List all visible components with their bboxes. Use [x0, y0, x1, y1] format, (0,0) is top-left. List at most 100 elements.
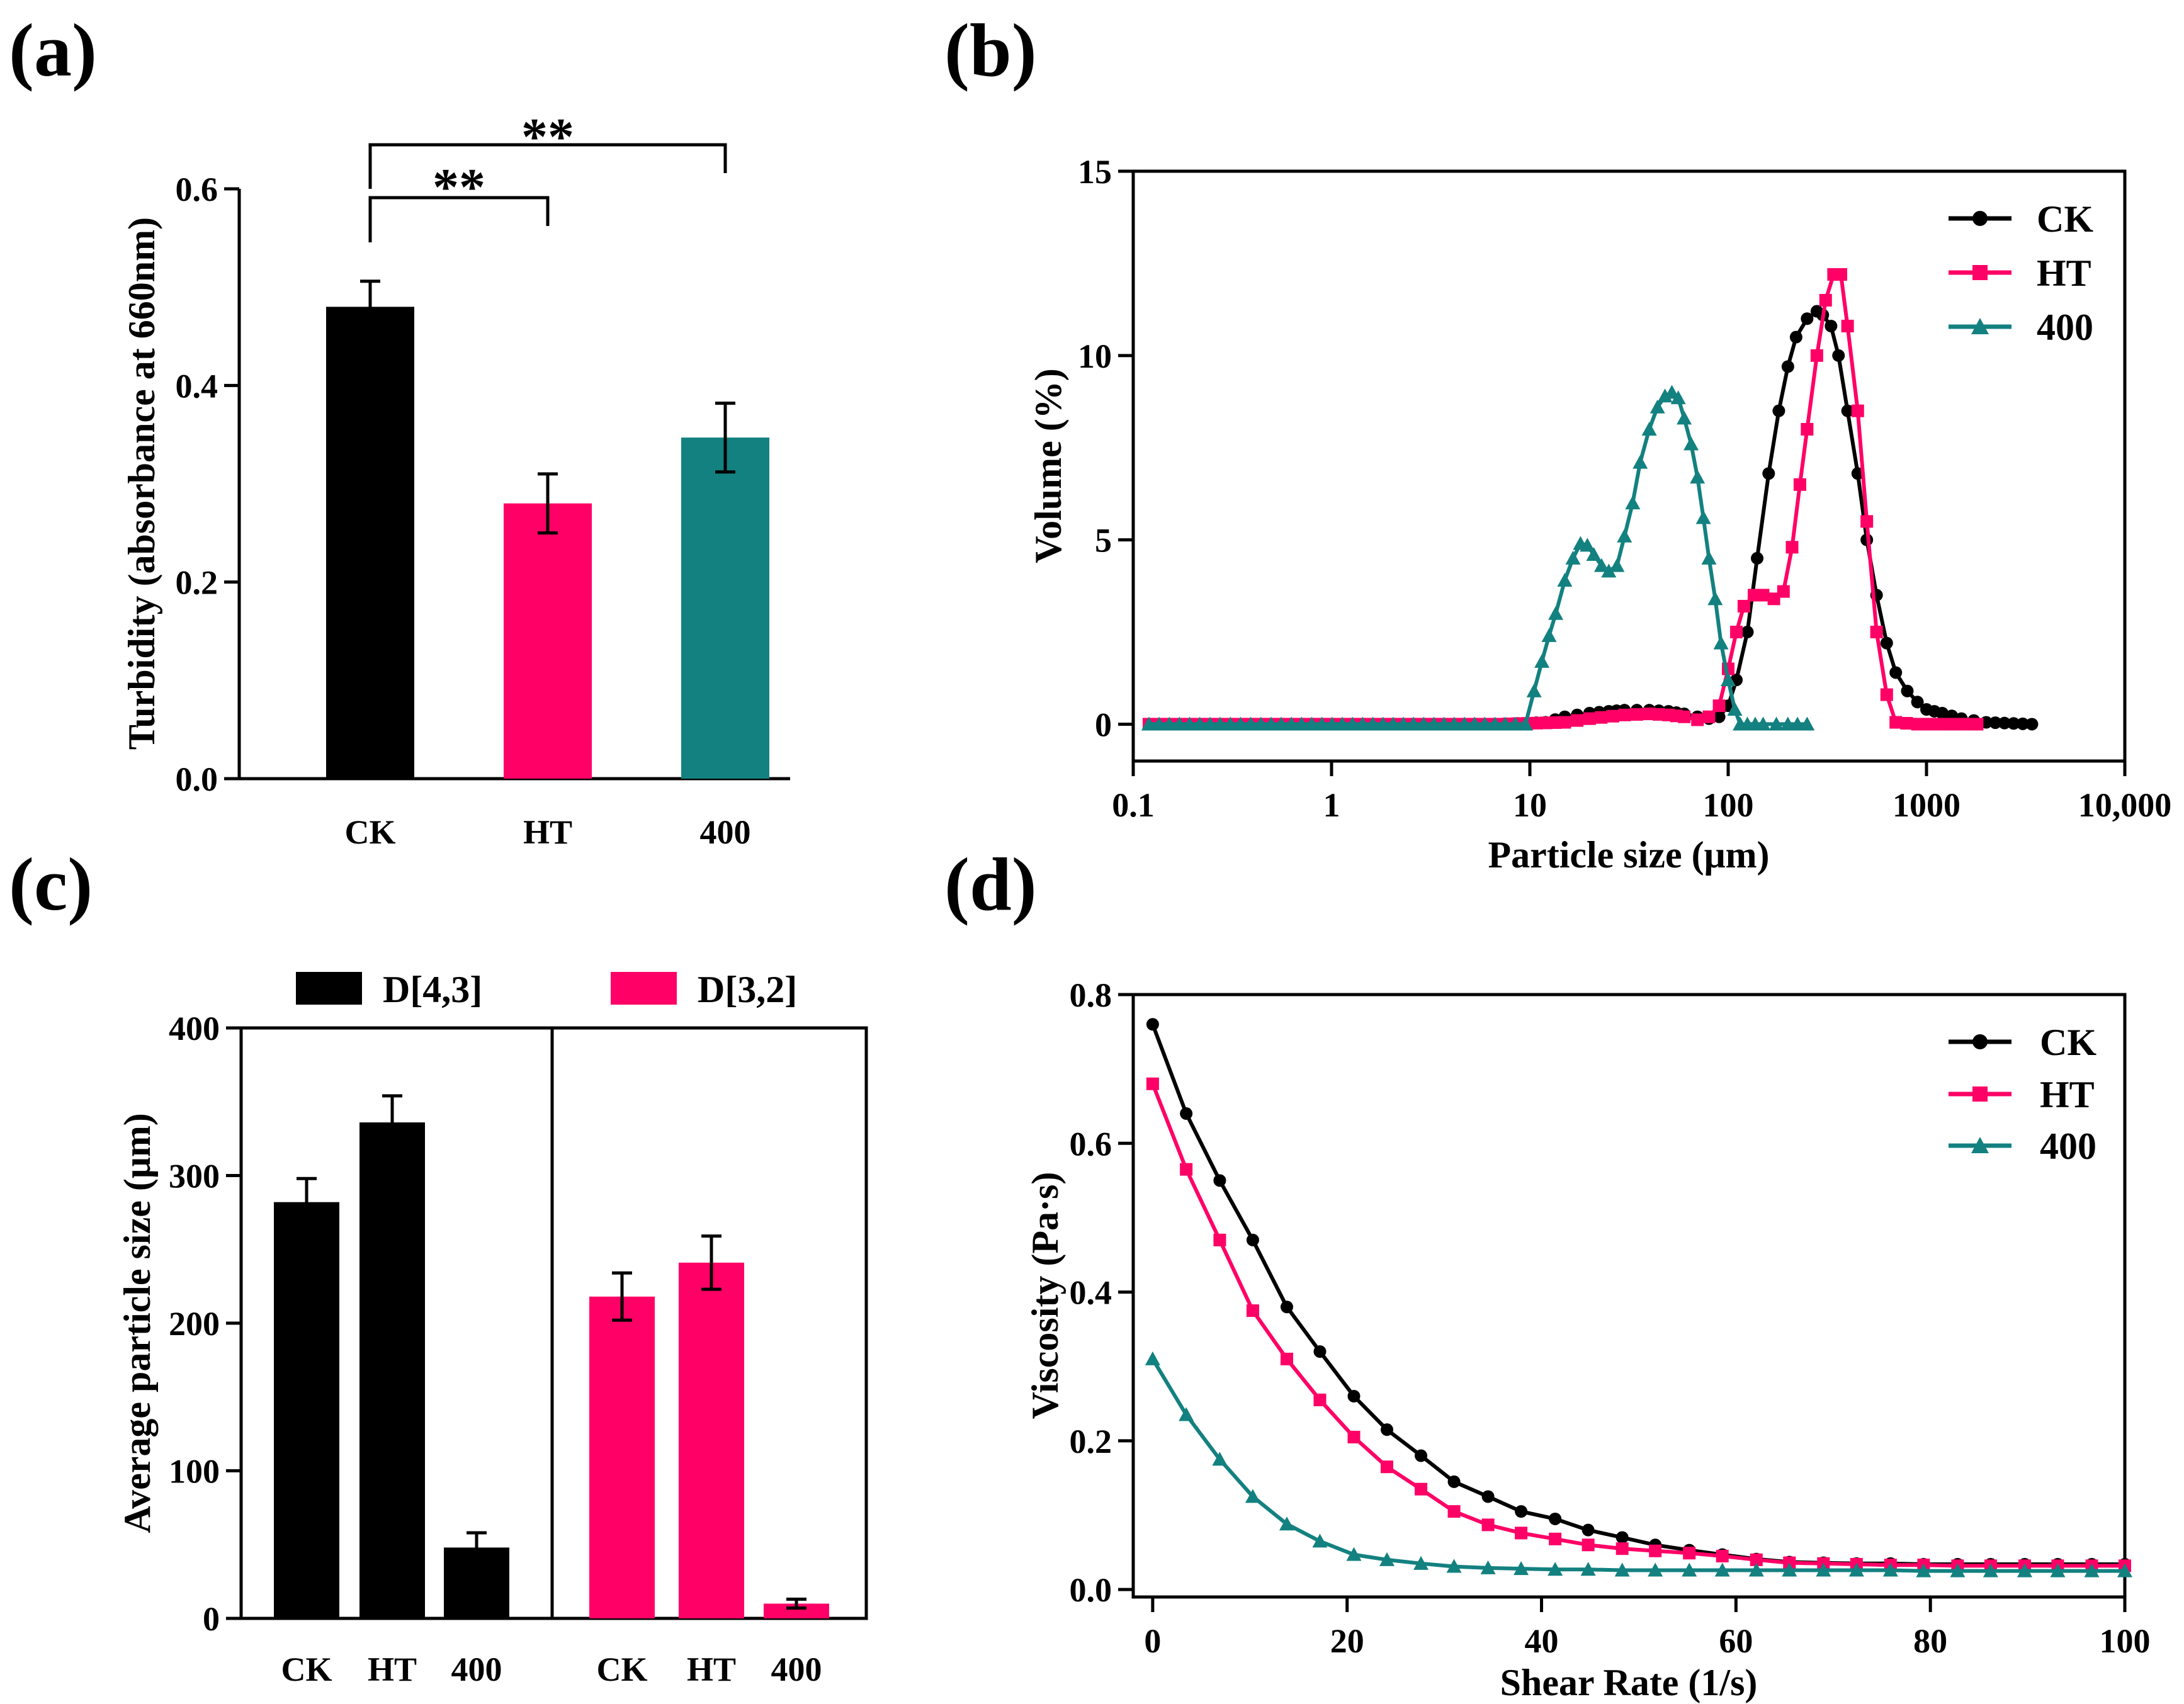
panel-d-xtick-label: 0 [1144, 1622, 1161, 1660]
panel-b-point-ht [1558, 716, 1571, 729]
panel-d-point-400 [1379, 1552, 1395, 1566]
legend-marker-400-d [1971, 1137, 1989, 1153]
panel-b-point-ht [1691, 713, 1704, 726]
legend-swatch-d32 [611, 972, 677, 1005]
panel-b-point-400 [1625, 495, 1641, 510]
panel-b-point-ck [1772, 404, 1785, 417]
panel-b-point-400 [1548, 606, 1564, 620]
panel-b-legend-400: 400 [2037, 307, 2093, 348]
panel-b-point-400 [1487, 716, 1503, 731]
panel-b-point-400 [1683, 436, 1699, 451]
panel-b-point-ht [1618, 708, 1631, 721]
panel-b-point-ht [1851, 404, 1864, 417]
panel-b-point-ck [1935, 706, 1949, 719]
panel-b-point-ht [1889, 716, 1903, 729]
panel-d-frame [1131, 993, 2127, 1599]
panel-d-point-ht [1213, 1233, 1226, 1246]
panel-b-point-400 [1617, 528, 1632, 543]
panel-label-b: (b) [944, 8, 1037, 92]
panel-d-xlabel: Shear Rate (1/s) [1500, 1662, 1758, 1703]
panel-b-point-ck [1762, 467, 1775, 480]
panel-d-point-400 [1212, 1452, 1228, 1466]
panel-d-point-ht [1750, 1553, 1763, 1566]
panel-b-point-400 [1406, 716, 1422, 731]
panel-d-point-ht [1481, 1518, 1495, 1532]
panel-b-point-ck [1889, 666, 1903, 679]
panel-b-point-400 [1565, 550, 1581, 565]
panel-b-point-ht [1971, 718, 1984, 731]
panel-d-point-ht [1280, 1352, 1293, 1365]
panel-c-ytick-label: 100 [169, 1453, 220, 1491]
panel-c-bar-d-3-2-ht [679, 1262, 744, 1618]
panel-d-line-ck [1151, 1024, 2125, 1566]
panel-d-point-ht [1649, 1544, 1662, 1557]
panel-d-point-400 [1916, 1563, 1932, 1577]
panel-b-point-400 [1707, 591, 1723, 606]
panel-b-point-400 [1182, 716, 1197, 731]
panel-b-point-ht [1947, 718, 1961, 731]
panel-d-point-ht [1615, 1542, 1629, 1555]
panel-d-point-400 [1682, 1562, 1697, 1577]
panel-d-legend-400: 400 [2040, 1126, 2096, 1167]
panel-b-point-400 [1457, 716, 1473, 731]
panel-a-bar-ck [326, 307, 414, 779]
panel-b-point-ht [1606, 709, 1619, 723]
panel-a-xtick-400: 400 [700, 813, 751, 851]
panel-b-xlabel: Particle size (μm) [1488, 834, 1769, 876]
panel-d-legend-ht: HT [2040, 1074, 2095, 1115]
panel-c-errorbar-ck [297, 1176, 317, 1227]
panel-c-xtick-ht: HT [368, 1650, 417, 1688]
panel-c-bar-d-4-3-ht [359, 1122, 425, 1618]
panel-label-d: (d) [944, 842, 1037, 926]
panel-b-xtick-label: 100 [1703, 786, 1754, 824]
panel-c-errorbar-400 [467, 1531, 487, 1564]
panel-b-series-ht [1142, 268, 1984, 731]
legend-marker-ck-d [1972, 1034, 1988, 1049]
panel-b-point-400 [1586, 547, 1602, 561]
panel-b-point-ck [1801, 312, 1814, 325]
panel-d-point-ht [1246, 1304, 1259, 1317]
panel-b-point-ck [1825, 319, 1838, 332]
panel-c-ytick-label: 300 [169, 1158, 220, 1195]
panel-d-xtick-label: 100 [2100, 1622, 2151, 1660]
panel-d-point-400 [2017, 1563, 2032, 1577]
panel-b-point-400 [1436, 716, 1452, 731]
panel-b-point-ht [1652, 708, 1665, 721]
panel-a-ytick-label: 0.6 [176, 171, 218, 208]
panel-b-point-400 [1233, 716, 1248, 731]
panel-a-significance-bracket [368, 143, 727, 189]
panel-b-series-ck [1142, 305, 2039, 731]
panel-d-point-ck [1313, 1345, 1327, 1358]
panel-b-point-ht [1730, 626, 1743, 639]
panel-b-point-ht [1801, 422, 1814, 436]
panel-b-point-ck [1998, 716, 2011, 730]
panel-c-ytick-label: 200 [169, 1305, 220, 1343]
panel-d-point-400 [1648, 1562, 1663, 1577]
panel-d-point-ck [1481, 1490, 1495, 1503]
panel-d-xtick-label: 80 [1913, 1622, 1947, 1660]
panel-b-point-400 [1601, 563, 1617, 578]
panel-a-significance-label: ** [433, 158, 485, 217]
panel-d-point-400 [1346, 1547, 1362, 1561]
panel-b-point-ht [1678, 710, 1691, 723]
panel-d-line-400 [1151, 1358, 2125, 1573]
panel-c-ytick-label: 400 [169, 1010, 220, 1047]
panel-b-point-400 [1641, 421, 1657, 436]
panel-b-point-400 [1507, 716, 1523, 731]
panel-b-legend-ht: HT [2037, 252, 2091, 294]
panel-c-xtick-ck: CK [597, 1650, 648, 1688]
panel-a-ytick-label: 0.4 [176, 367, 218, 405]
panel-d-point-400 [1179, 1407, 1194, 1421]
panel-b-point-400 [1274, 716, 1289, 731]
legend-marker-ht [1972, 265, 1988, 280]
panel-b-frame [1131, 169, 2127, 763]
panel-b-point-ht [1712, 699, 1726, 713]
panel-d-point-400 [2084, 1563, 2100, 1577]
panel-b-series-400 [1141, 385, 1815, 731]
panel-c-errorbar-ht [382, 1094, 402, 1151]
panel-a-significance-bracket [368, 196, 550, 242]
panel-d-point-400 [1245, 1489, 1260, 1503]
panel-d-point-400 [1446, 1559, 1462, 1573]
panel-b-point-ht [1643, 708, 1656, 721]
panel-d-xtick-label: 20 [1330, 1622, 1364, 1660]
